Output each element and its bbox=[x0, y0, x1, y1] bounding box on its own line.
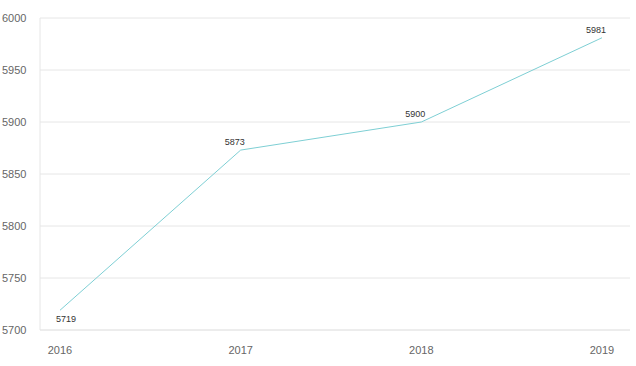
svg-text:2019: 2019 bbox=[590, 344, 614, 356]
svg-text:5719: 5719 bbox=[56, 314, 76, 324]
svg-text:2018: 2018 bbox=[409, 344, 433, 356]
svg-text:5950: 5950 bbox=[8, 64, 26, 76]
svg-text:5750: 5750 bbox=[8, 272, 26, 284]
svg-text:5900: 5900 bbox=[405, 109, 425, 119]
svg-text:5900: 5900 bbox=[8, 116, 26, 128]
svg-text:5800: 5800 bbox=[8, 220, 26, 232]
svg-text:5873: 5873 bbox=[225, 137, 245, 147]
svg-text:2017: 2017 bbox=[228, 344, 252, 356]
svg-text:5981: 5981 bbox=[586, 25, 606, 35]
svg-text:5700: 5700 bbox=[8, 324, 26, 336]
svg-text:6000: 6000 bbox=[8, 12, 26, 24]
svg-text:5850: 5850 bbox=[8, 168, 26, 180]
svg-text:2016: 2016 bbox=[48, 344, 72, 356]
